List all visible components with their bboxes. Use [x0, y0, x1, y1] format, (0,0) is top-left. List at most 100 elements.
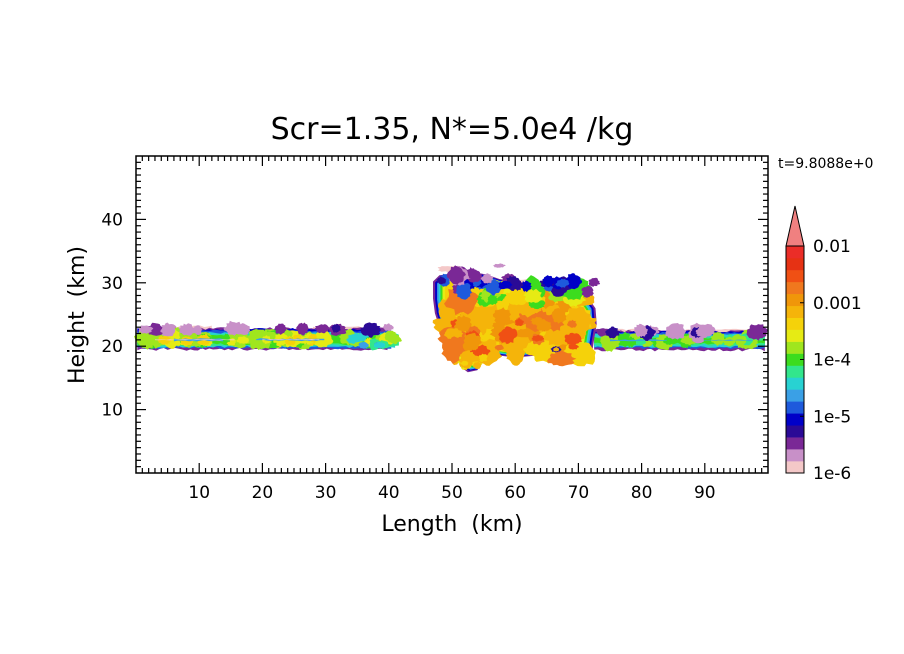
colorbar-swatch [786, 377, 804, 390]
colorbar-tick-label: 1e-5 [813, 407, 851, 427]
cloud-core [443, 327, 464, 340]
x-tick-label: 90 [694, 483, 716, 503]
colorbar-swatch [786, 257, 804, 271]
y-tick-label: 40 [101, 210, 123, 230]
axis-ticks [136, 156, 768, 473]
colorbar-swatch [786, 449, 804, 462]
left-layer-edge [235, 323, 251, 336]
left-layer-core [284, 335, 294, 346]
x-tick-label: 40 [378, 483, 400, 503]
cloud-top-edge [520, 280, 532, 293]
cloud-core [531, 334, 544, 342]
cloud-core [462, 333, 482, 353]
wisp [492, 263, 506, 268]
colorbar: 0.01 0.001 1e-4 1e-5 1e-6 [785, 205, 862, 484]
time-annotation: t=9.8088e+0 [778, 156, 873, 172]
left-layer-core [346, 334, 360, 344]
colorbar-swatch [786, 437, 804, 450]
y-tick-labels: 10 20 30 40 [101, 210, 123, 420]
left-layer-edge [360, 322, 382, 338]
cloud-core [514, 328, 534, 338]
x-tick-label: 70 [568, 483, 590, 503]
left-layer-edge [331, 323, 341, 333]
colorbar-swatch [786, 305, 804, 318]
cloud-core [449, 336, 463, 347]
cloud-core [547, 350, 577, 367]
left-layer-core [236, 336, 249, 344]
left-layer-core [160, 335, 172, 345]
left-layer-gap [262, 339, 320, 341]
y-tick-label: 30 [101, 274, 123, 294]
left-layer-edge [137, 325, 154, 334]
cloud-core [551, 308, 567, 324]
cloud-bottom [478, 353, 488, 362]
right-layer-edge [746, 324, 768, 341]
left-layer-core [384, 330, 398, 342]
colorbar-swatch [786, 425, 804, 438]
y-tick-label: 10 [101, 401, 123, 421]
left-layer-core [221, 333, 231, 343]
y-tick-label: 20 [101, 337, 123, 357]
colorbar-swatch [786, 389, 804, 402]
left-layer-core [293, 334, 302, 341]
cloud-top-edge [542, 275, 555, 288]
right-layer-edge [605, 326, 620, 339]
colorbar-swatch [786, 353, 804, 366]
right-layer-edge [665, 325, 679, 340]
cloud-bottom [466, 355, 480, 363]
cloud-core [494, 344, 505, 351]
colorbar-swatch [786, 246, 804, 259]
cloud-core [514, 318, 524, 327]
cloud-top-edge [455, 282, 472, 300]
cloud-top-edge [436, 276, 447, 285]
right-layer-core [625, 336, 637, 348]
right-layer-core [710, 332, 726, 347]
x-tick-labels: 10 20 30 40 50 60 70 80 90 [188, 483, 715, 503]
plot-area [134, 263, 768, 373]
left-layer-edge [147, 322, 164, 336]
colorbar-swatch [786, 461, 804, 474]
cloud-top-edge [555, 278, 570, 288]
x-tick-label: 60 [504, 483, 526, 503]
chart-title: Scr=1.35, N*=5.0e4 /kg [271, 112, 634, 147]
cloud-top-edge [465, 268, 480, 279]
x-tick-label: 20 [252, 483, 274, 503]
y-axis-label: Height (km) [65, 246, 90, 384]
cloud-bottom [460, 360, 469, 366]
cloud-core [568, 343, 579, 350]
x-tick-label: 50 [441, 483, 463, 503]
left-layer-edge [374, 342, 386, 349]
x-tick-label: 80 [631, 483, 653, 503]
colorbar-swatch [786, 293, 804, 307]
left-layer-edge [192, 325, 203, 335]
left-layer-edge [178, 323, 195, 336]
right-layer-edge [634, 323, 648, 338]
cloud-core [454, 315, 472, 332]
cloud-top-edge [446, 265, 466, 285]
cloud-core [492, 321, 505, 332]
colorbar-swatch [786, 329, 804, 342]
colorbar-swatch [786, 413, 804, 426]
colorbar-tick-label: 1e-6 [813, 464, 851, 484]
x-tick-label: 30 [315, 483, 337, 503]
cloud-upper [504, 291, 526, 305]
left-layer-core [179, 336, 194, 346]
plot-frame [135, 155, 769, 474]
right-layer-core [722, 336, 736, 347]
left-layer-edge [382, 323, 394, 332]
left-layer-edge [296, 322, 309, 336]
cloud-core [536, 318, 552, 332]
cloud-top-edge [581, 286, 594, 298]
colorbar-swatch [786, 341, 804, 354]
cloud-top-edge [498, 280, 513, 290]
cloud-core [567, 319, 577, 328]
right-layer-edge [695, 328, 705, 337]
left-layer-edge [160, 322, 177, 337]
cloud-bottom [472, 362, 482, 370]
left-layer-gap [155, 339, 235, 341]
x-tick-label: 10 [188, 483, 210, 503]
colorbar-swatch [786, 365, 804, 378]
cloud-top-edge [564, 273, 583, 290]
colorbar-swatch [786, 401, 804, 414]
